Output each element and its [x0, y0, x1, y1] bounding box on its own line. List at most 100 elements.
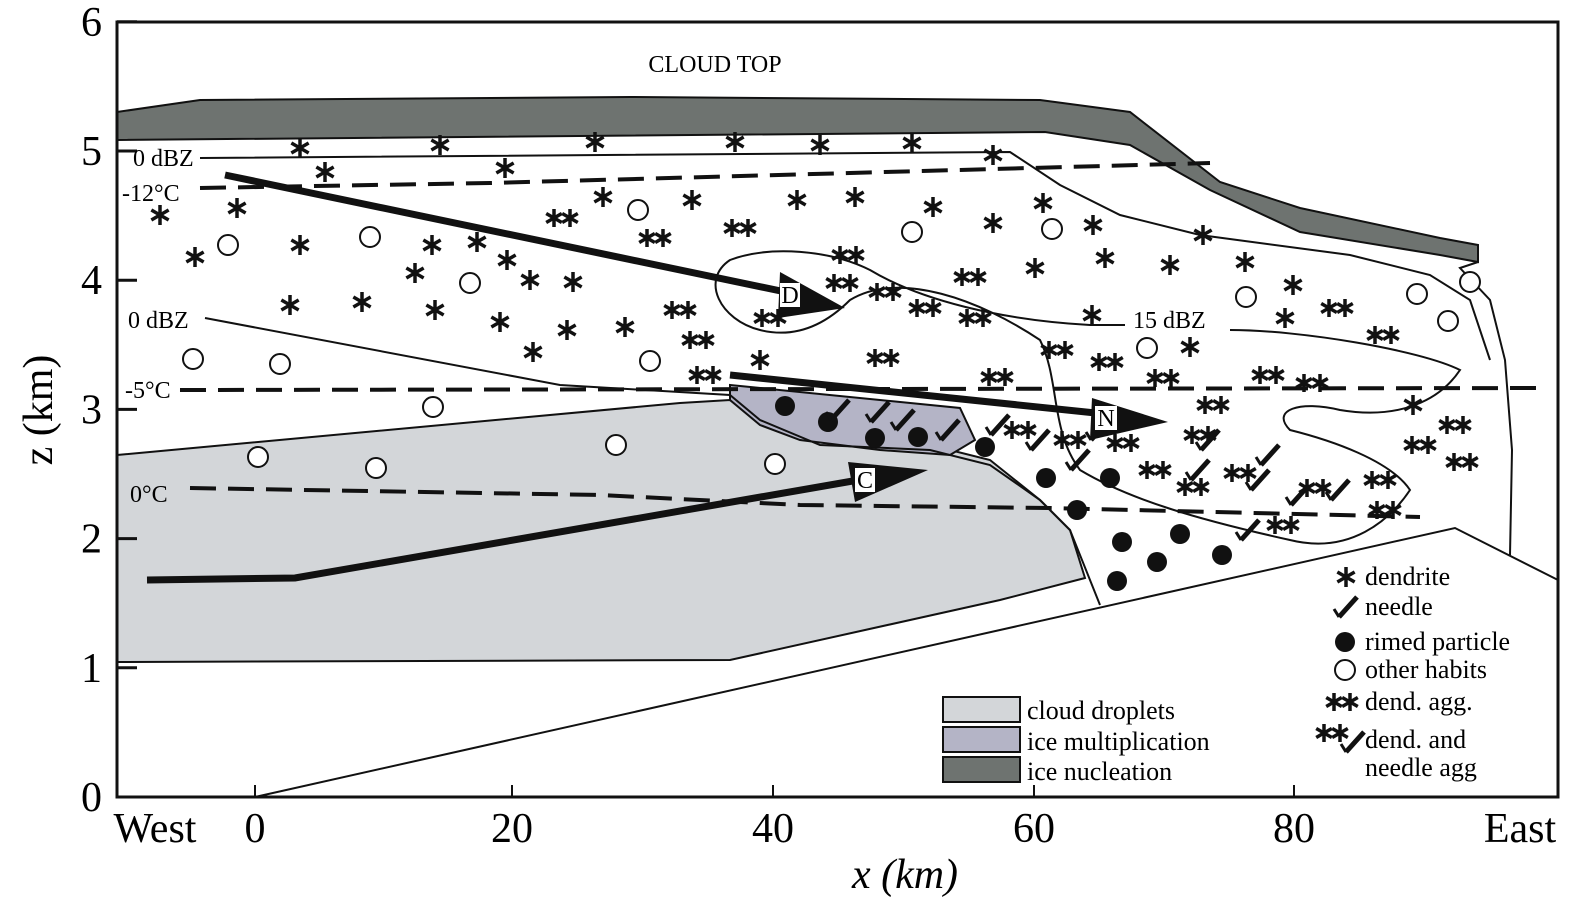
- dendrite-arm: [1146, 371, 1164, 385]
- dendrite-arm: [422, 238, 442, 252]
- dendrite-arm: [1315, 726, 1333, 740]
- other-habit: [269, 353, 291, 375]
- dendrite: [1239, 464, 1257, 482]
- needle-stroke: [984, 426, 993, 436]
- dendrite-arm: [497, 253, 517, 267]
- arrow-label: C: [857, 468, 873, 494]
- z-tick-label: 6: [81, 0, 102, 46]
- dendrite: [1106, 434, 1124, 452]
- dendrite-arm: [1019, 423, 1037, 437]
- z-tick-label: 4: [81, 258, 102, 304]
- needle: [1254, 443, 1281, 467]
- other-habit: [422, 396, 444, 418]
- dendrite-arm: [1154, 463, 1172, 477]
- arrow-n: [729, 371, 1116, 419]
- x-tick-label: 20: [491, 806, 533, 852]
- needle: [1244, 468, 1271, 492]
- needle: [1284, 483, 1311, 507]
- dendrite-arm: [983, 216, 1003, 230]
- needle: [1339, 730, 1366, 754]
- dendrite: [520, 270, 540, 290]
- dendrite-arm: [679, 303, 697, 317]
- dendrite: [1056, 341, 1074, 359]
- needle: [1234, 518, 1261, 542]
- dendrite-arm: [563, 275, 583, 289]
- needle-stroke: [1254, 456, 1263, 466]
- dendrite: [958, 309, 976, 327]
- dendrite-arm: [315, 165, 335, 179]
- dendrite: [1419, 436, 1437, 454]
- dendrite: [682, 190, 702, 210]
- dendrite: [974, 309, 992, 327]
- dendrite-arm: [593, 190, 613, 204]
- dendrite: [1331, 724, 1349, 742]
- dendrite-arm: [520, 273, 540, 287]
- dendrite: [1040, 341, 1058, 359]
- x-tick-label: 40: [752, 806, 794, 852]
- dendrite-arm: [467, 235, 487, 249]
- dendrite-arm: [681, 333, 699, 347]
- dendrite-arm: [1235, 255, 1255, 269]
- other-habit: [182, 348, 204, 370]
- dendrite: [280, 295, 300, 315]
- dendrite: [739, 219, 757, 237]
- dendrite-arm: [1162, 371, 1180, 385]
- dendrite: [1251, 366, 1269, 384]
- dendrite: [983, 213, 1003, 233]
- dendrite-arm: [1363, 473, 1381, 487]
- dendrite-arm: [882, 351, 900, 365]
- dendrite-arm: [1331, 726, 1349, 740]
- dendrite-arm: [1341, 695, 1359, 709]
- dendrite: [467, 232, 487, 252]
- dendrite-arm: [1295, 376, 1313, 390]
- dendrite-arm: [1454, 418, 1472, 432]
- legend-label: ice multiplication: [1027, 727, 1210, 756]
- dendrite-arm: [825, 276, 843, 290]
- x-tick-label: 0: [245, 806, 266, 852]
- dendrite: [884, 283, 902, 301]
- needle-stroke: [1259, 443, 1281, 467]
- needle-stroke: [1344, 730, 1366, 754]
- other-habit: [901, 221, 923, 243]
- rimed-particle: [1212, 545, 1232, 565]
- needle: [889, 408, 916, 432]
- contour-15dbz: [714, 250, 1462, 545]
- dendrite: [1095, 248, 1115, 268]
- needle-stroke: [1249, 468, 1271, 492]
- dendrite-arm: [847, 248, 865, 262]
- dendrite: [315, 162, 335, 182]
- dendrite-arm: [1445, 455, 1463, 469]
- dendrite: [593, 187, 613, 207]
- dendrite: [1003, 421, 1021, 439]
- dendrite: [983, 145, 1003, 165]
- dendrite-arm: [1040, 343, 1058, 357]
- legend-label: other habits: [1365, 655, 1487, 684]
- dendrite: [1267, 366, 1285, 384]
- dendrite-arm: [1180, 340, 1200, 354]
- dendrite-arm: [1461, 455, 1479, 469]
- needle-stroke: [1337, 595, 1359, 619]
- needle-stroke: [989, 413, 1011, 437]
- dendrite-arm: [1379, 473, 1397, 487]
- dendrite-arm: [280, 298, 300, 312]
- dendrite: [1341, 693, 1359, 711]
- rimed-particle: [1067, 500, 1087, 520]
- dendrite-arm: [704, 368, 722, 382]
- dendrite-arm: [1366, 328, 1384, 342]
- dendrite: [1180, 337, 1200, 357]
- needle-stroke: [1024, 441, 1033, 451]
- needle: [1064, 448, 1091, 472]
- dendrite: [1235, 252, 1255, 272]
- rimed-particle: [865, 428, 885, 448]
- dendrite: [1212, 396, 1230, 414]
- dendrite: [638, 229, 656, 247]
- arrow-tag: [1095, 406, 1117, 430]
- dendrite-arm: [1053, 433, 1071, 447]
- other-habit: [1136, 337, 1158, 359]
- dendrite: [615, 317, 635, 337]
- particle-symbols: [150, 132, 1481, 754]
- dendrite: [980, 368, 998, 386]
- dendrite: [1266, 516, 1284, 534]
- dendrite-arm: [769, 311, 787, 325]
- dendrite-arm: [845, 190, 865, 204]
